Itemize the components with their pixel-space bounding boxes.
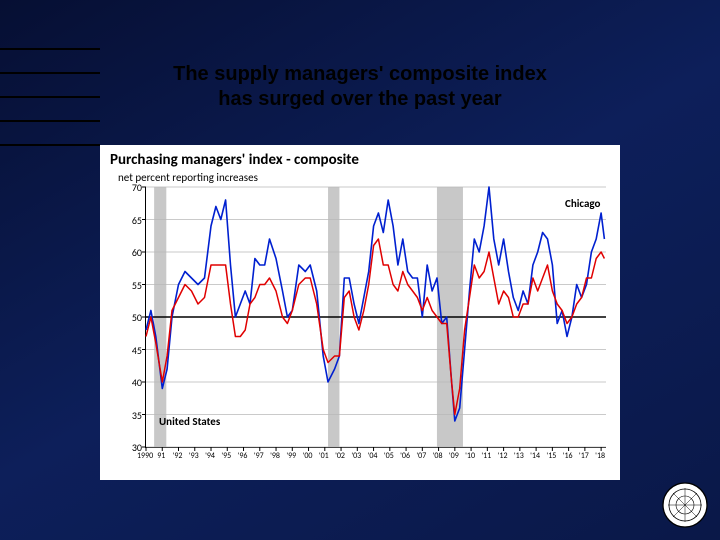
x-tick-label: '98 [267,451,283,461]
x-tick-label: '13 [511,451,527,461]
slide-title: The supply managers' composite index has… [0,62,720,112]
x-tick-label: '09 [446,451,462,461]
chart-svg [146,187,606,447]
federal-reserve-seal-icon [662,482,708,528]
x-tick-label: 91 [153,451,169,461]
series-label-chicago: Chicago [565,197,600,210]
x-tick-label: '93 [186,451,202,461]
slide-title-line1: The supply managers' composite index [173,63,547,85]
y-tick-label: 50 [122,311,142,324]
x-tick-label: '15 [543,451,559,461]
y-tick-label: 65 [122,214,142,227]
plot-area [145,187,606,448]
chart-title: Purchasing managers' index - composite [110,151,359,169]
x-tick-label: '03 [348,451,364,461]
y-tick-label: 60 [122,246,142,259]
x-tick-label: '95 [218,451,234,461]
x-tick-label: '96 [235,451,251,461]
x-tick-label: '14 [527,451,543,461]
series-label-united-states: United States [159,415,220,428]
x-tick-label: '99 [283,451,299,461]
y-tick-label: 40 [122,376,142,389]
x-tick-label: '17 [576,451,592,461]
x-tick-label: '05 [381,451,397,461]
x-tick-label: '97 [251,451,267,461]
x-tick-label: '07 [413,451,429,461]
x-tick-label: '92 [170,451,186,461]
x-tick-label: '04 [365,451,381,461]
y-tick-label: 45 [122,344,142,357]
x-tick-label: '10 [462,451,478,461]
x-tick-label: '00 [300,451,316,461]
x-tick-label: '18 [592,451,608,461]
y-tick-label: 55 [122,279,142,292]
x-tick-label: '94 [202,451,218,461]
x-tick-label: '16 [560,451,576,461]
x-tick-label: '08 [430,451,446,461]
x-tick-label: '06 [397,451,413,461]
y-tick-label: 70 [122,181,142,194]
x-tick-label: '11 [478,451,494,461]
x-tick-label: '12 [495,451,511,461]
x-tick-label: '02 [332,451,348,461]
y-tick-label: 35 [122,409,142,422]
x-tick-label: 1990 [137,451,153,461]
slide-title-line2: has surged over the past year [218,88,501,110]
x-tick-label: '01 [316,451,332,461]
chart-panel: Purchasing managers' index - composite n… [100,145,620,480]
